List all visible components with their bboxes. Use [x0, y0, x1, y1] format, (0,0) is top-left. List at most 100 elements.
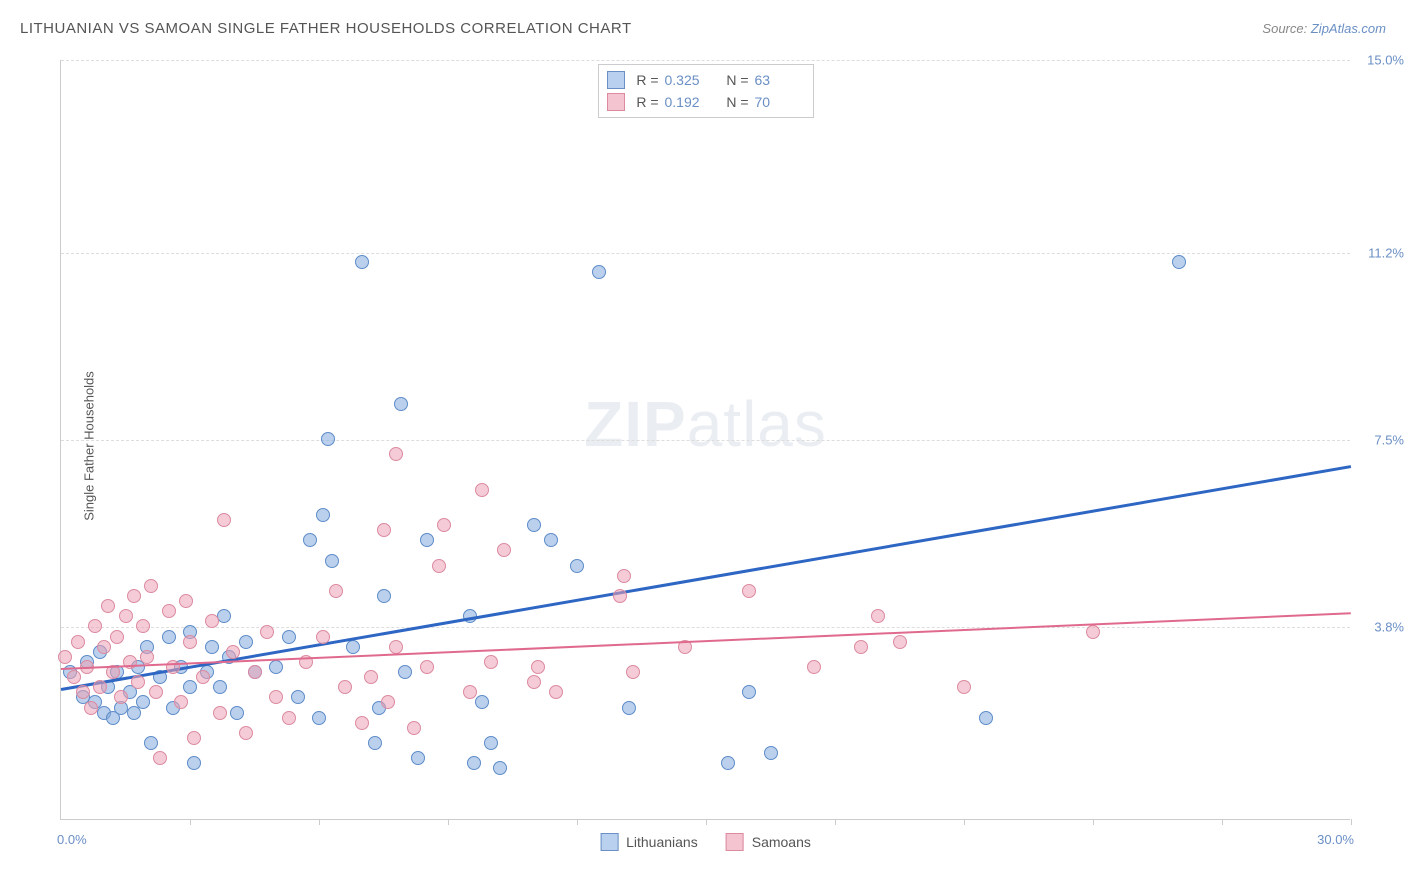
- data-point: [1172, 255, 1186, 269]
- data-point: [187, 756, 201, 770]
- data-point: [617, 569, 631, 583]
- data-point: [346, 640, 360, 654]
- gridline-h: [61, 253, 1350, 254]
- data-point: [321, 432, 335, 446]
- x-tick: [577, 819, 578, 825]
- data-point: [144, 736, 158, 750]
- data-point: [101, 599, 115, 613]
- data-point: [76, 685, 90, 699]
- data-point: [67, 670, 81, 684]
- data-point: [131, 675, 145, 689]
- data-point: [205, 640, 219, 654]
- legend-item: Lithuanians: [600, 833, 698, 851]
- data-point: [475, 483, 489, 497]
- data-point: [114, 690, 128, 704]
- data-point: [269, 690, 283, 704]
- y-tick-label: 3.8%: [1374, 620, 1404, 635]
- data-point: [407, 721, 421, 735]
- data-point: [742, 584, 756, 598]
- data-point: [355, 716, 369, 730]
- x-tick: [964, 819, 965, 825]
- data-point: [183, 680, 197, 694]
- stats-legend-row: R =0.325N =63: [607, 69, 805, 91]
- data-point: [527, 675, 541, 689]
- data-point: [979, 711, 993, 725]
- data-point: [316, 630, 330, 644]
- watermark: ZIPatlas: [584, 387, 827, 461]
- data-point: [260, 625, 274, 639]
- gridline-h: [61, 627, 1350, 628]
- data-point: [497, 543, 511, 557]
- data-point: [626, 665, 640, 679]
- data-point: [239, 726, 253, 740]
- data-point: [140, 650, 154, 664]
- data-point: [282, 711, 296, 725]
- data-point: [174, 695, 188, 709]
- data-point: [355, 255, 369, 269]
- data-point: [329, 584, 343, 598]
- data-point: [467, 756, 481, 770]
- data-point: [807, 660, 821, 674]
- x-tick: [1093, 819, 1094, 825]
- trend-line: [61, 465, 1351, 690]
- data-point: [217, 609, 231, 623]
- data-point: [162, 630, 176, 644]
- data-point: [58, 650, 72, 664]
- stats-legend-row: R =0.192N =70: [607, 91, 805, 113]
- source-link[interactable]: ZipAtlas.com: [1311, 21, 1386, 36]
- data-point: [136, 619, 150, 633]
- data-point: [420, 533, 434, 547]
- x-tick: [190, 819, 191, 825]
- data-point: [162, 604, 176, 618]
- gridline-h: [61, 60, 1350, 61]
- legend-item: Samoans: [726, 833, 811, 851]
- data-point: [119, 609, 133, 623]
- data-point: [394, 397, 408, 411]
- trend-line: [61, 612, 1351, 670]
- data-point: [248, 665, 262, 679]
- data-point: [893, 635, 907, 649]
- data-point: [622, 701, 636, 715]
- data-point: [544, 533, 558, 547]
- data-point: [149, 685, 163, 699]
- data-point: [205, 614, 219, 628]
- data-point: [303, 533, 317, 547]
- data-point: [493, 761, 507, 775]
- data-point: [282, 630, 296, 644]
- source-label: Source: ZipAtlas.com: [1262, 21, 1386, 36]
- data-point: [364, 670, 378, 684]
- data-point: [389, 640, 403, 654]
- y-tick-label: 11.2%: [1368, 245, 1404, 260]
- data-point: [127, 589, 141, 603]
- data-point: [484, 736, 498, 750]
- legend-swatch: [726, 833, 744, 851]
- x-axis-max-label: 30.0%: [1317, 832, 1354, 847]
- data-point: [432, 559, 446, 573]
- data-point: [93, 680, 107, 694]
- data-point: [144, 579, 158, 593]
- data-point: [463, 685, 477, 699]
- data-point: [312, 711, 326, 725]
- data-point: [368, 736, 382, 750]
- data-point: [325, 554, 339, 568]
- data-point: [226, 645, 240, 659]
- x-axis-min-label: 0.0%: [57, 832, 87, 847]
- data-point: [527, 518, 541, 532]
- data-point: [291, 690, 305, 704]
- data-point: [213, 706, 227, 720]
- data-point: [183, 635, 197, 649]
- data-point: [475, 695, 489, 709]
- x-tick: [835, 819, 836, 825]
- data-point: [871, 609, 885, 623]
- data-point: [764, 746, 778, 760]
- x-tick: [706, 819, 707, 825]
- data-point: [957, 680, 971, 694]
- data-point: [420, 660, 434, 674]
- data-point: [377, 589, 391, 603]
- y-tick-label: 7.5%: [1374, 433, 1404, 448]
- data-point: [398, 665, 412, 679]
- data-point: [97, 640, 111, 654]
- legend-swatch: [607, 93, 625, 111]
- stats-legend: R =0.325N =63R =0.192N =70: [598, 64, 814, 118]
- data-point: [721, 756, 735, 770]
